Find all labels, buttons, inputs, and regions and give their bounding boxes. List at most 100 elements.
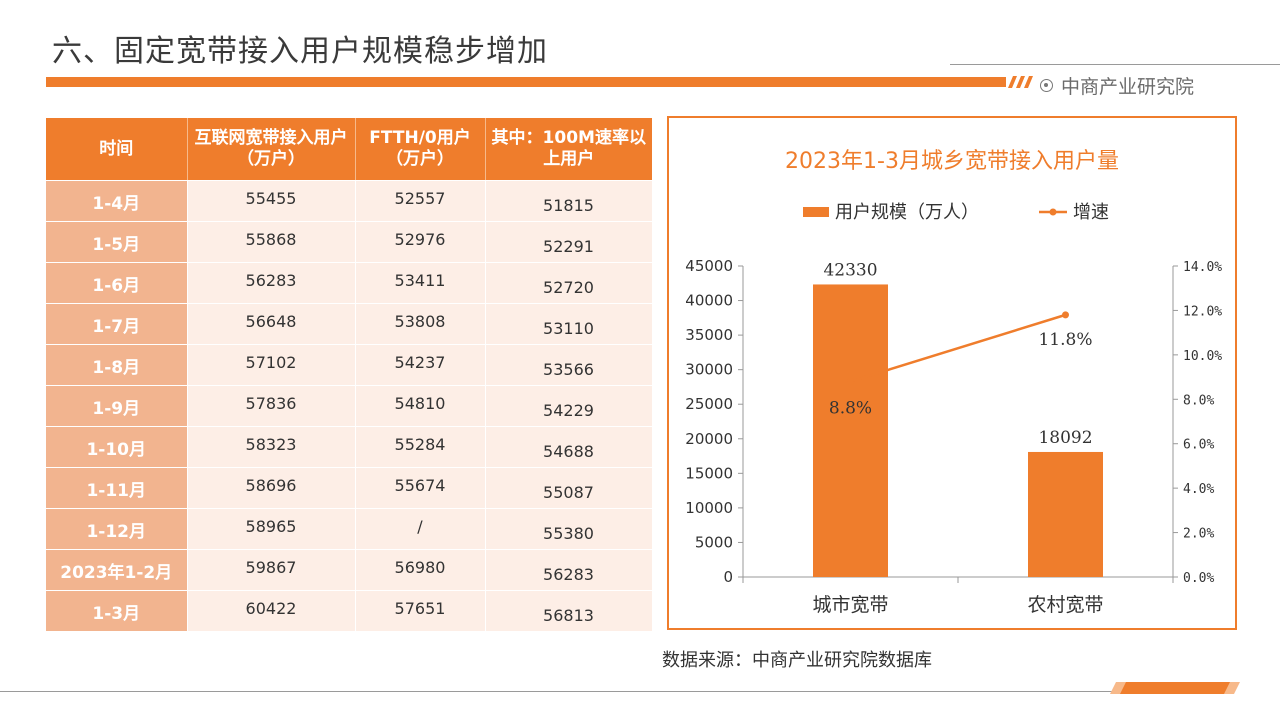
table-row: 2023年1-2月 59867 56980 56283	[46, 549, 653, 591]
table-cell-broadband-users: 60422	[187, 590, 356, 632]
footer-divider-line	[0, 691, 1160, 692]
bar-rural	[1028, 451, 1103, 577]
table-row: 1-12月 58965/55380	[46, 508, 653, 550]
table-cell-time: 1-9月	[46, 385, 188, 427]
table-header-time: 时间	[46, 118, 188, 181]
table-cell-time: 1-6月	[46, 262, 188, 304]
y-left-tick-label: 30000	[685, 361, 733, 379]
table-cell-ftth-users: 57651	[355, 590, 486, 632]
y-left-tick-label: 15000	[685, 464, 733, 482]
y-right-tick-label: 8.0%	[1183, 393, 1214, 408]
table-row: 1-8月 57102 54237 53566	[46, 344, 653, 386]
table-body: 1-4月 55455 52557 51815 1-5月 55868 52976 52291 1-…	[46, 180, 653, 632]
y-left-tick-label: 20000	[685, 430, 733, 448]
table-cell-ftth-users: 53411	[355, 262, 486, 304]
table-header-broadband-users: 互联网宽带接入用户（万户）	[187, 118, 356, 181]
table-cell-100m-users: 55380	[485, 508, 653, 550]
table-cell-ftth-users: 56980	[355, 549, 486, 591]
title-accent-bar	[46, 77, 1006, 87]
y-right-tick-label: 2.0%	[1183, 527, 1214, 542]
table-cell-broadband-users: 56283	[187, 262, 356, 304]
table-row: 1-11月 58696 55674 55087	[46, 467, 653, 509]
growth-rate-label: 11.8%	[1038, 330, 1092, 350]
table-cell-time: 1-7月	[46, 303, 188, 345]
table-row: 1-6月 56283 53411 52720	[46, 262, 653, 304]
y-right-tick-label: 0.0%	[1183, 571, 1214, 586]
table-cell-broadband-users: 58696	[187, 467, 356, 509]
table-cell-100m-users: 53566	[485, 344, 653, 386]
table-cell-ftth-users: 55284	[355, 426, 486, 468]
x-category-label: 城市宽带	[812, 594, 888, 616]
table-cell-ftth-users: 52557	[355, 180, 486, 222]
table-cell-time: 1-8月	[46, 344, 188, 386]
table-row: 1-9月 57836 54810 54229	[46, 385, 653, 427]
y-left-tick-label: 45000	[685, 257, 733, 275]
table-cell-100m-users: 52291	[485, 221, 653, 263]
legend-bar-swatch	[803, 207, 829, 217]
table-cell-ftth-users: 54810	[355, 385, 486, 427]
table-cell-ftth-users: 55674	[355, 467, 486, 509]
table-cell-time: 1-11月	[46, 467, 188, 509]
table-cell-broadband-users: 56648	[187, 303, 356, 345]
bar-value-label: 18092	[1038, 428, 1092, 448]
bar-value-label: 42330	[823, 260, 877, 280]
y-left-tick-label: 25000	[685, 395, 733, 413]
table-cell-broadband-users: 57102	[187, 344, 356, 386]
table-header-100m-users: 其中：100M速率以上用户	[485, 118, 652, 181]
y-left-tick-label: 5000	[695, 533, 733, 551]
chart-panel: 2023年1-3月城乡宽带接入用户量用户规模（万人） 增速 0 5000 10000 15…	[667, 116, 1237, 630]
y-right-tick-label: 12.0%	[1183, 304, 1222, 319]
table-cell-100m-users: 52720	[485, 262, 653, 304]
table-cell-100m-users: 54229	[485, 385, 653, 427]
target-icon	[1040, 79, 1053, 92]
footer-stripes-decoration	[1110, 682, 1240, 694]
table-cell-100m-users: 54688	[485, 426, 653, 468]
table-cell-broadband-users: 59867	[187, 549, 356, 591]
growth-rate-point	[1062, 311, 1069, 319]
brand-name: 中商产业研究院	[1061, 76, 1195, 98]
table-header-row: 时间 互联网宽带接入用户（万户） FTTH/0用户（万户） 其中：100M速率以…	[46, 118, 652, 181]
table-cell-broadband-users: 55868	[187, 221, 356, 263]
table-cell-time: 1-3月	[46, 590, 188, 632]
y-right-tick-label: 10.0%	[1183, 349, 1222, 364]
y-left-tick-label: 0	[723, 568, 733, 586]
chart-title: 2023年1-3月城乡宽带接入用户量	[785, 149, 1119, 174]
y-right-tick-label: 14.0%	[1183, 260, 1222, 275]
table-cell-time: 1-5月	[46, 221, 188, 263]
table-row: 1-7月 56648 53808 53110	[46, 303, 653, 345]
table-cell-ftth-users: 53808	[355, 303, 486, 345]
table-row: 1-10月 58323 55284 54688	[46, 426, 653, 468]
page-title: 六、固定宽带接入用户规模稳步增加	[52, 34, 548, 69]
table-cell-ftth-users: 54237	[355, 344, 486, 386]
table-cell-time: 2023年1-2月	[46, 549, 188, 591]
table-cell-100m-users: 56283	[485, 549, 653, 591]
table-cell-time: 1-4月	[46, 180, 188, 222]
growth-rate-point	[847, 378, 854, 386]
y-left-tick-label: 35000	[685, 326, 733, 344]
legend-line-label: 增速	[1073, 202, 1109, 223]
x-category-label: 农村宽带	[1027, 594, 1103, 616]
table-cell-broadband-users: 57836	[187, 385, 356, 427]
title-stripes-decoration	[1008, 76, 1033, 88]
y-right-tick-label: 6.0%	[1183, 438, 1214, 453]
table-row: 1-5月 55868 52976 52291	[46, 221, 653, 263]
header-divider-line	[950, 64, 1280, 65]
y-left-tick-label: 10000	[685, 499, 733, 517]
table-cell-broadband-users: 58323	[187, 426, 356, 468]
table-cell-100m-users: 55087	[485, 467, 653, 509]
y-right-tick-label: 4.0%	[1183, 482, 1214, 497]
data-source-note: 数据来源：中商产业研究院数据库	[662, 650, 932, 671]
table-header-ftth-users: FTTH/0用户（万户）	[355, 118, 486, 181]
table-cell-100m-users: 53110	[485, 303, 653, 345]
table-row: 1-3月 60422 57651 56813	[46, 590, 653, 632]
table-cell-100m-users: 51815	[485, 180, 653, 222]
table-cell-100m-users: 56813	[485, 590, 653, 632]
bar-urban	[813, 284, 888, 577]
growth-rate-label: 8.8%	[829, 399, 872, 419]
broadband-data-table: 时间 互联网宽带接入用户（万户） FTTH/0用户（万户） 其中：100M速率以…	[46, 118, 653, 632]
legend-bar-label: 用户规模（万人）	[835, 202, 979, 223]
table-cell-broadband-users: 58965	[187, 508, 356, 550]
table-cell-time: 1-10月	[46, 426, 188, 468]
legend-line-marker	[1049, 208, 1057, 216]
